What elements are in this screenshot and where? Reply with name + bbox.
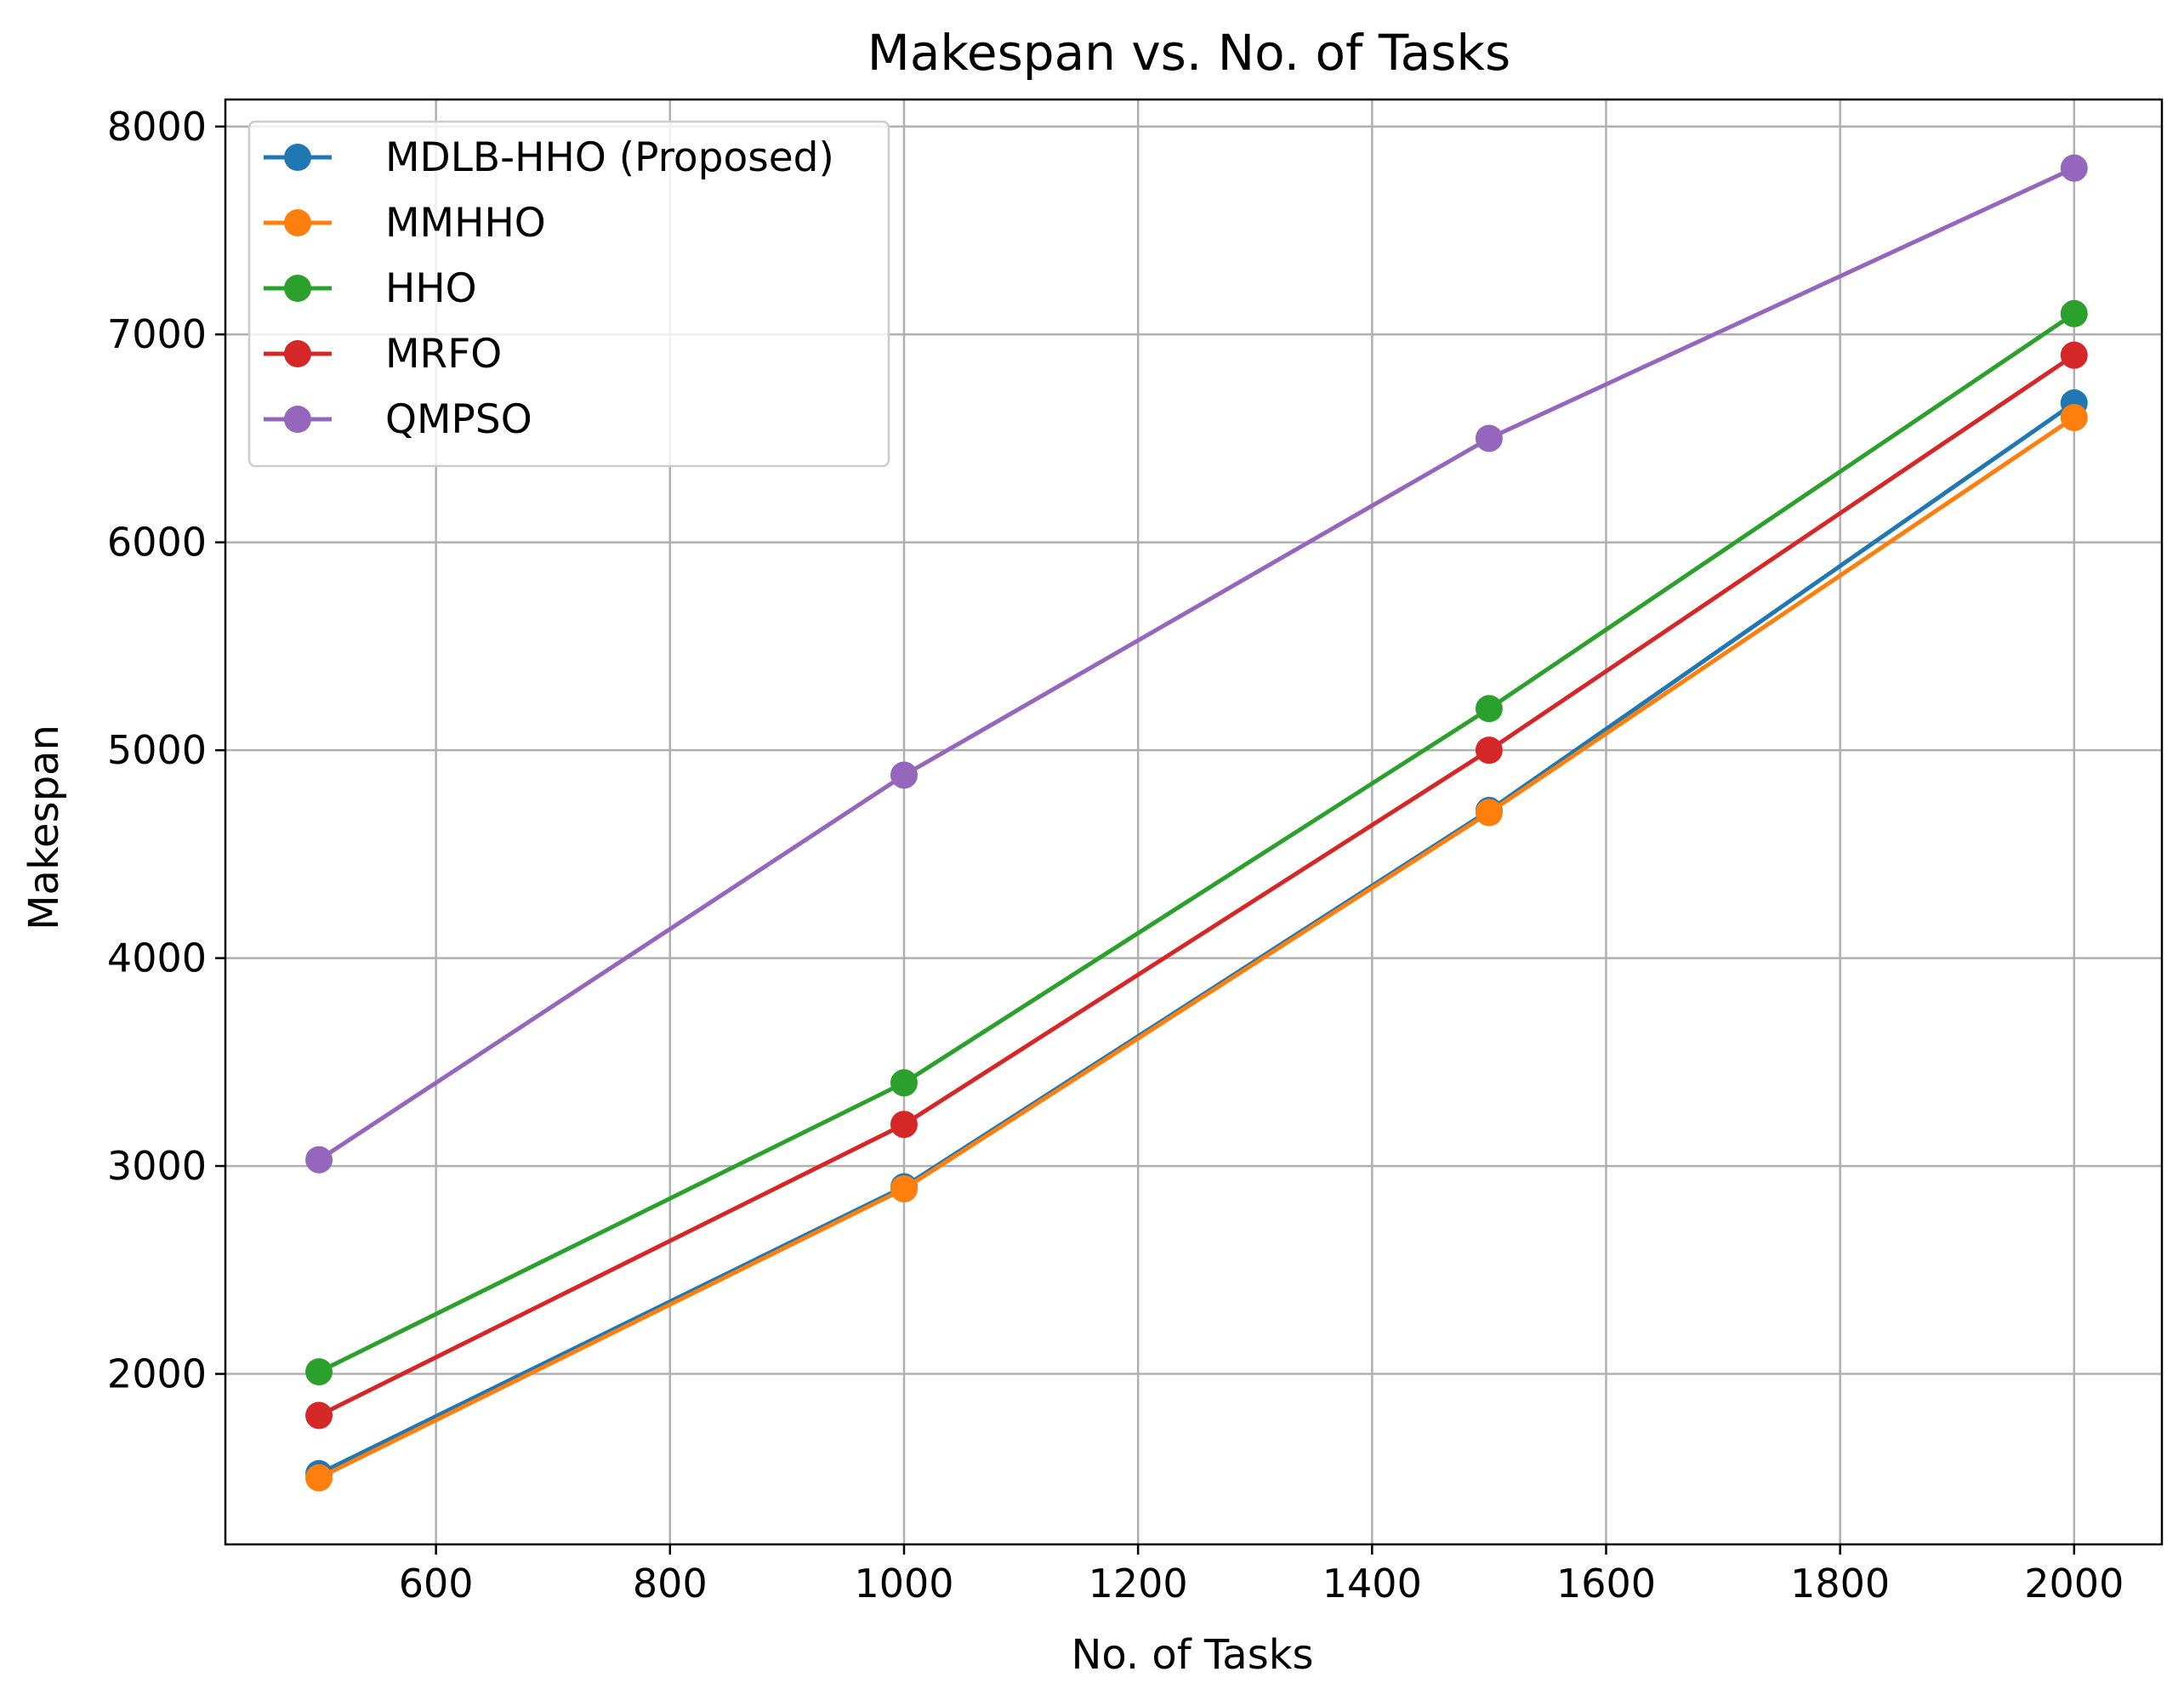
- y-tick-label: 5000: [107, 727, 207, 773]
- data-point: [890, 761, 918, 789]
- legend-box: [247, 120, 890, 468]
- data-point: [305, 1464, 333, 1492]
- y-tick-label: 2000: [107, 1351, 207, 1397]
- x-tick-label: 2000: [2024, 1561, 2124, 1606]
- legend-item: MMHHO: [264, 200, 546, 247]
- series-line: [317, 415, 2076, 1481]
- legend-label: QMPSO: [385, 396, 532, 443]
- plot-series: [305, 154, 2088, 1492]
- x-axis-ticks: 600 800 1000 1200 1400 1600 1800 2000: [399, 1544, 2124, 1606]
- chart-title: Makespan vs. No. of Tasks: [867, 24, 1510, 82]
- data-point: [1475, 736, 1503, 765]
- data-point: [890, 1174, 918, 1203]
- data-point: [890, 1111, 918, 1139]
- data-point: [305, 1402, 333, 1430]
- data-point: [1475, 695, 1503, 723]
- legend-item: HHO: [264, 265, 477, 312]
- y-axis-label: Makespan: [20, 725, 68, 930]
- data-point: [2060, 154, 2088, 182]
- series-mmhho: [305, 404, 2088, 1492]
- data-point: [890, 1069, 918, 1097]
- series-line: [317, 311, 2076, 1374]
- x-axis-label: No. of Tasks: [1071, 1631, 1313, 1679]
- x-tick-label: 1200: [1089, 1561, 1188, 1606]
- x-tick-label: 1800: [1790, 1561, 1890, 1606]
- legend-item: QMPSO: [264, 396, 532, 443]
- data-point: [305, 1146, 333, 1174]
- series-hho: [305, 299, 2088, 1386]
- grid: [225, 100, 2162, 1544]
- legend-label: HHO: [385, 265, 477, 312]
- x-tick-label: 1000: [854, 1561, 953, 1606]
- data-point: [2060, 299, 2088, 327]
- legend-swatch-marker: [284, 340, 311, 367]
- series-qmpso: [305, 154, 2088, 1174]
- legend: MDLB-HHO (Proposed) MMHHO HHO MRFO QMPSO: [247, 120, 890, 468]
- legend-item: MDLB-HHO (Proposed): [264, 134, 834, 181]
- series-line: [317, 353, 2076, 1418]
- series-line: [317, 166, 2075, 1162]
- legend-swatch-marker: [284, 144, 311, 171]
- x-tick-label: 800: [633, 1561, 708, 1606]
- x-tick-label: 1600: [1556, 1561, 1656, 1606]
- data-point: [2060, 341, 2088, 369]
- series-mrfo: [305, 341, 2088, 1430]
- y-tick-label: 3000: [107, 1143, 207, 1189]
- y-tick-label: 7000: [107, 311, 207, 357]
- y-tick-label: 8000: [107, 104, 207, 150]
- axes-frame: [224, 98, 2164, 1546]
- legend-swatch-marker: [284, 209, 311, 236]
- y-tick-label: 4000: [107, 935, 207, 981]
- legend-item: MRFO: [264, 331, 502, 378]
- y-tick-label: 6000: [107, 520, 207, 566]
- legend-label: MDLB-HHO (Proposed): [385, 134, 834, 181]
- data-point: [1475, 424, 1503, 452]
- legend-swatch-marker: [284, 406, 311, 433]
- x-tick-label: 1400: [1322, 1561, 1422, 1606]
- y-axis-ticks: 2000 3000 4000 5000 6000 7000 8000: [107, 104, 225, 1397]
- data-point: [305, 1358, 333, 1386]
- legend-label: MRFO: [385, 331, 502, 378]
- data-point: [2060, 404, 2088, 432]
- x-tick-label: 600: [399, 1561, 474, 1606]
- data-point: [1475, 799, 1503, 827]
- legend-swatch-marker: [284, 275, 311, 302]
- legend-label: MMHHO: [385, 200, 546, 247]
